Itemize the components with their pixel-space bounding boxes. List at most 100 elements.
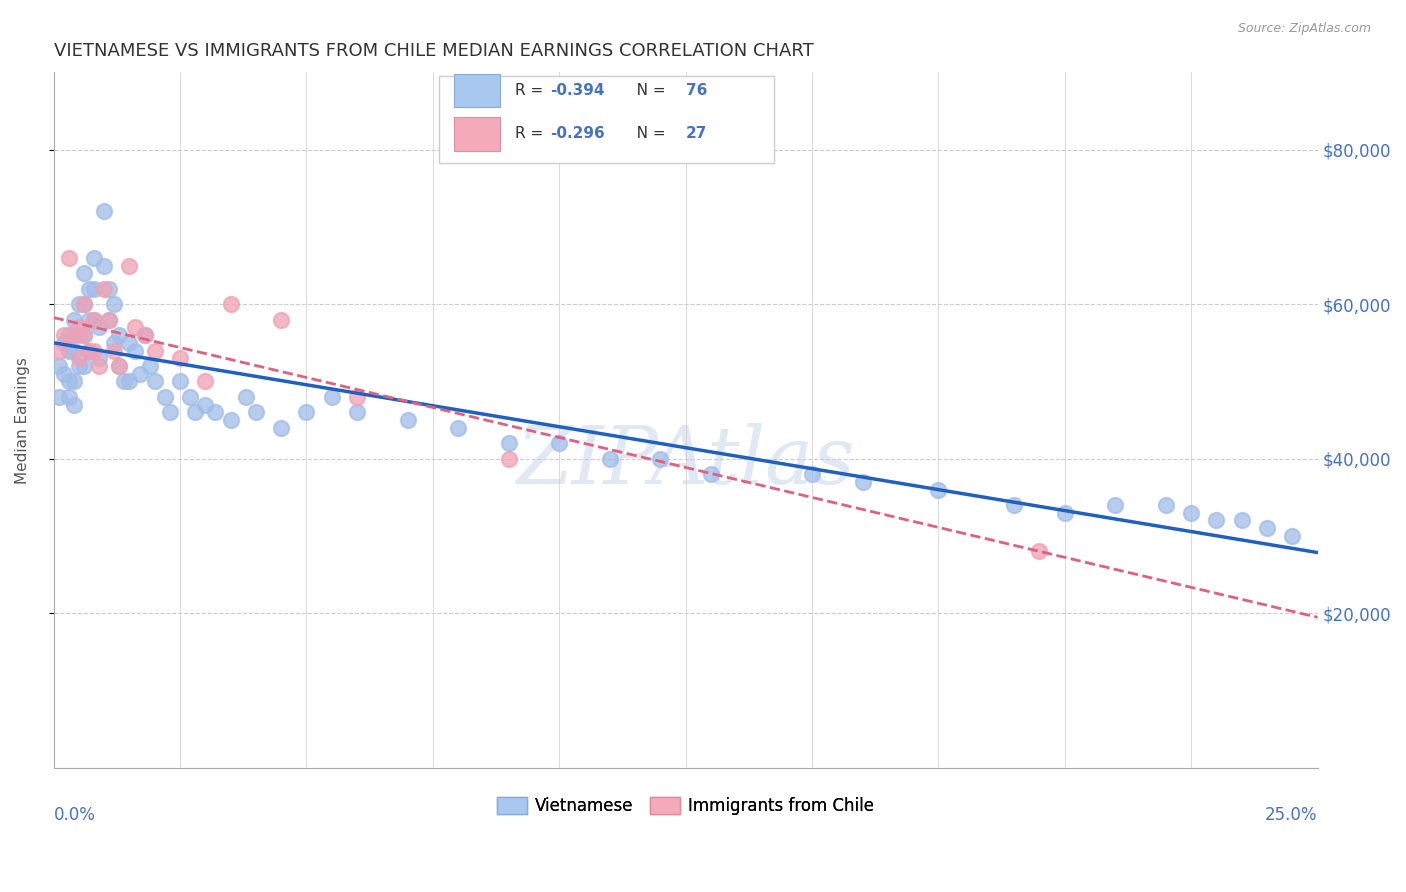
Point [498,436,520,450]
Point [52,328,75,343]
Point [235,390,257,404]
Point [346,405,368,419]
Text: 0.0%: 0.0% [53,806,96,824]
Point [77,343,100,358]
Point [83,312,105,326]
Point [58,343,80,358]
Point [83,251,105,265]
Point [98,312,121,326]
Point [87,359,110,373]
Point [103,343,125,358]
Point [58,328,80,343]
Point [1205,514,1227,528]
Point [83,282,105,296]
Text: VIETNAMESE VS IMMIGRANTS FROM CHILE MEDIAN EARNINGS CORRELATION CHART: VIETNAMESE VS IMMIGRANTS FROM CHILE MEDI… [53,42,813,60]
Point [194,398,217,412]
Text: Source: ZipAtlas.com: Source: ZipAtlas.com [1237,22,1371,36]
Point [98,282,121,296]
Point [58,251,80,265]
Text: 25.0%: 25.0% [1265,806,1317,824]
Point [73,297,96,311]
Point [346,390,368,404]
Point [447,421,470,435]
Point [159,405,181,419]
Point [270,312,292,326]
Point [1154,498,1177,512]
Point [927,483,949,497]
Point [93,259,115,273]
Point [179,390,201,404]
Point [63,375,86,389]
Point [73,359,96,373]
Point [1256,521,1278,535]
Point [93,204,115,219]
Point [153,390,176,404]
Point [63,343,86,358]
Point [169,375,191,389]
Point [77,282,100,296]
Point [143,375,166,389]
Point [851,475,873,489]
Text: R =: R = [515,127,548,142]
Point [245,405,267,419]
Point [108,359,131,373]
Point [138,359,160,373]
Point [77,312,100,326]
Point [1104,498,1126,512]
Point [219,297,242,311]
Point [800,467,823,482]
Point [1053,506,1076,520]
Point [321,390,343,404]
Point [498,451,520,466]
Point [87,320,110,334]
Point [1028,544,1050,558]
Point [548,436,571,450]
Point [67,328,90,343]
Text: 27: 27 [686,127,707,142]
Point [67,351,90,366]
Point [1180,506,1202,520]
Point [58,390,80,404]
Point [83,343,105,358]
Point [87,351,110,366]
Point [93,282,115,296]
Point [134,328,156,343]
Point [73,297,96,311]
Text: N =: N = [623,127,671,142]
Point [73,266,96,280]
Point [73,328,96,343]
Point [58,375,80,389]
Point [1281,529,1303,543]
Text: -0.296: -0.296 [550,127,605,142]
Point [194,375,217,389]
Legend: Vietnamese, Immigrants from Chile: Vietnamese, Immigrants from Chile [489,790,882,822]
Point [169,351,191,366]
FancyBboxPatch shape [439,76,775,163]
Point [98,312,121,326]
Point [103,335,125,350]
Point [118,259,141,273]
Point [67,297,90,311]
Point [124,343,146,358]
Point [83,312,105,326]
Point [48,343,70,358]
Point [118,375,141,389]
Point [184,405,207,419]
Point [295,405,318,419]
FancyBboxPatch shape [454,117,499,151]
Text: ZIPAtlas: ZIPAtlas [516,423,855,500]
Point [48,390,70,404]
Text: R =: R = [515,83,548,98]
Point [67,320,90,334]
Point [77,343,100,358]
Point [1002,498,1025,512]
Point [396,413,419,427]
Point [52,367,75,381]
Point [103,297,125,311]
Text: -0.394: -0.394 [550,83,605,98]
Text: N =: N = [623,83,671,98]
Point [599,451,621,466]
Point [108,359,131,373]
FancyBboxPatch shape [454,74,499,107]
Point [134,328,156,343]
